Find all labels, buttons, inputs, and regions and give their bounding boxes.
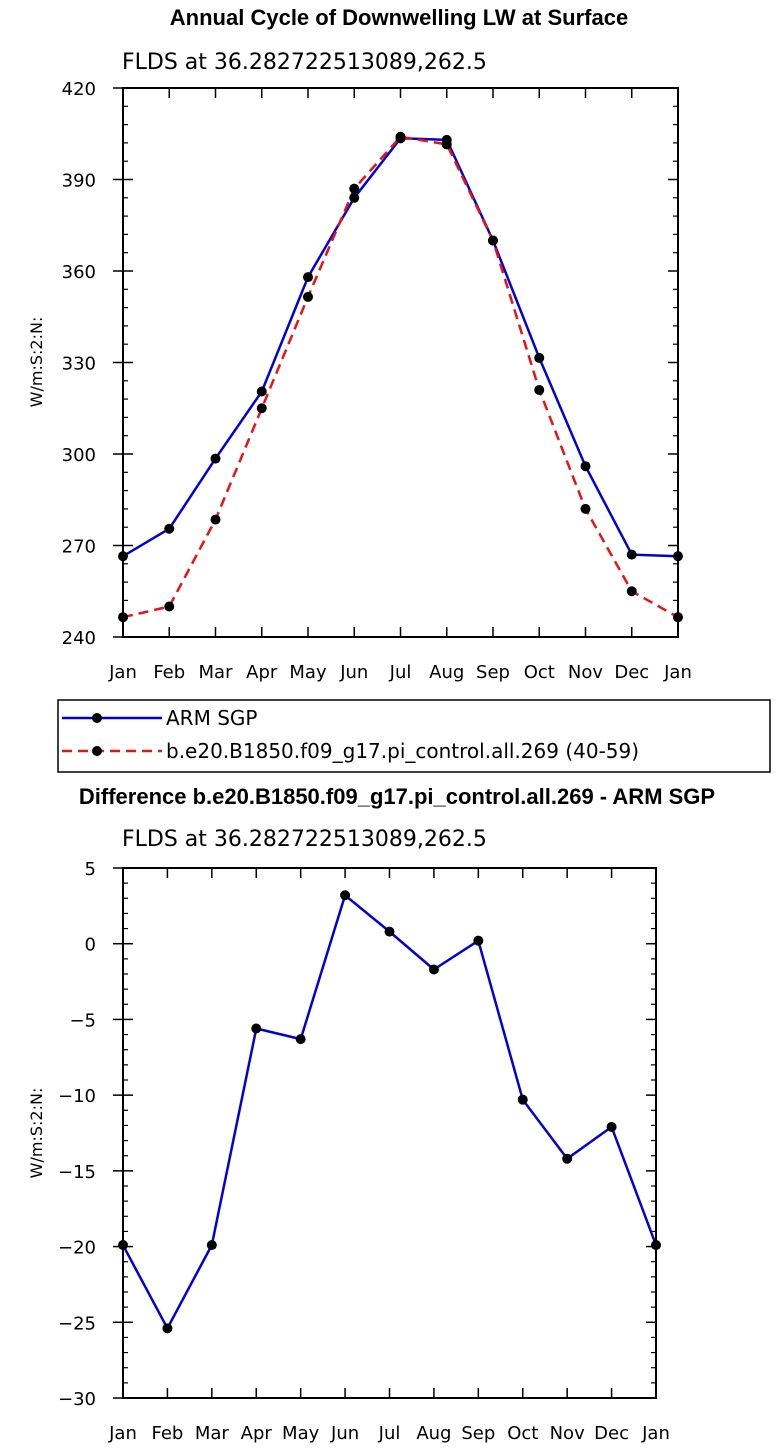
data-point [295, 1034, 306, 1045]
x-tick-label: Jun [330, 1423, 359, 1444]
data-point [349, 192, 360, 203]
chart-2-subtitle: FLDS at 36.282722513089,262.5 [122, 827, 487, 852]
chart-2-y-axis-label: W/m:S:2:N: [27, 1088, 46, 1179]
data-point [210, 453, 221, 464]
series-line [121, 894, 658, 1330]
x-tick-label: Dec [614, 662, 649, 683]
x-tick-label: Nov [568, 662, 603, 683]
data-point [441, 139, 452, 150]
data-point [251, 1023, 262, 1034]
data-point [256, 386, 267, 397]
data-point [488, 235, 498, 246]
x-tick-label: Dec [594, 1423, 629, 1444]
x-tick-label: Jan [108, 1423, 137, 1444]
x-tick-label: Jul [389, 662, 412, 683]
legend-marker-model [92, 746, 102, 756]
chart-2-plot-area [118, 890, 661, 1334]
data-point [534, 352, 545, 363]
data-point [428, 964, 439, 975]
x-tick-label: Sep [476, 662, 510, 683]
y-tick-label: −10 [58, 1086, 96, 1107]
y-tick-label: 5 [85, 859, 96, 880]
legend-label-model: b.e20.B1850.f09_g17.pi_control.all.269 (… [166, 739, 639, 763]
data-point [395, 131, 406, 142]
chart-1-title: Annual Cycle of Downwelling LW at Surfac… [170, 5, 628, 30]
series-line [122, 135, 679, 619]
y-tick-label: 330 [62, 354, 96, 375]
y-tick-label: −25 [58, 1313, 96, 1334]
data-point [164, 601, 175, 612]
data-point [626, 549, 637, 560]
x-tick-label: May [282, 1423, 320, 1444]
x-tick-label: Nov [550, 1423, 585, 1444]
y-tick-label: 0 [85, 935, 96, 956]
data-point [206, 1240, 217, 1251]
series-line [122, 137, 679, 558]
data-point [626, 586, 637, 597]
data-point [349, 183, 360, 194]
x-tick-label: Jan [663, 662, 692, 683]
x-tick-label: Jan [641, 1423, 670, 1444]
data-point [303, 291, 313, 302]
data-point [303, 272, 313, 283]
data-point [534, 384, 545, 395]
data-point [606, 1121, 617, 1132]
x-tick-label: Jul [378, 1423, 401, 1444]
x-tick-label: Oct [524, 662, 555, 683]
chart-2: Difference b.e20.B1850.f09_g17.pi_contro… [27, 784, 715, 1444]
x-tick-label: Oct [507, 1423, 538, 1444]
chart-1-frame [122, 87, 679, 638]
x-tick-label: Feb [151, 1423, 183, 1444]
chart-1-plot-area [118, 131, 683, 623]
x-tick-label: Apr [241, 1423, 273, 1444]
data-point [517, 1094, 528, 1105]
x-tick-label: Feb [153, 662, 185, 683]
x-tick-label: Mar [199, 662, 234, 683]
legend-box [57, 699, 771, 773]
data-point [562, 1153, 573, 1164]
data-point [340, 890, 351, 901]
legend-marker-arm-sgp [92, 713, 102, 723]
y-tick-label: 420 [62, 79, 96, 100]
x-tick-label: Aug [416, 1423, 451, 1444]
legend-label-arm-sgp: ARM SGP [166, 706, 257, 730]
x-tick-label: Sep [461, 1423, 495, 1444]
x-tick-label: Aug [429, 662, 464, 683]
chart-1-ticks: 240 270 300 330 360 390 420 Jan Feb Mar Apr May Jun J… [62, 79, 692, 683]
x-tick-label: Jan [108, 662, 137, 683]
x-tick-label: Mar [195, 1423, 230, 1444]
data-point [162, 1323, 173, 1334]
data-point [473, 935, 484, 946]
chart-2-frame [122, 867, 657, 1399]
chart-2-ticks: −30 −25 −20 −15 −10 −5 0 5 Jan Feb Mar Apr May Jun Jul… [58, 859, 670, 1444]
y-tick-label: −5 [69, 1010, 96, 1031]
data-point [256, 403, 267, 414]
data-point [164, 523, 175, 534]
y-tick-label: 360 [62, 262, 96, 283]
y-tick-label: 390 [62, 171, 96, 192]
chart-1: Annual Cycle of Downwelling LW at Surfac… [27, 5, 692, 683]
chart-1-legend: ARM SGP b.e20.B1850.f09_g17.pi_control.a… [57, 699, 771, 773]
chart-1-y-axis-label: W/m:S:2:N: [27, 317, 46, 408]
y-tick-label: 240 [62, 628, 96, 649]
x-tick-label: Jun [339, 662, 368, 683]
data-point [580, 503, 591, 514]
chart-1-subtitle: FLDS at 36.282722513089,262.5 [122, 50, 487, 75]
chart-2-title: Difference b.e20.B1850.f09_g17.pi_contro… [79, 784, 715, 809]
x-tick-label: May [289, 662, 327, 683]
x-tick-label: Apr [246, 662, 278, 683]
data-point [210, 514, 221, 525]
data-point [580, 461, 591, 472]
y-tick-label: 270 [62, 537, 96, 558]
y-tick-label: −30 [58, 1389, 96, 1410]
data-point [384, 926, 395, 937]
y-tick-label: −20 [58, 1238, 96, 1259]
y-tick-label: −15 [58, 1162, 96, 1183]
y-tick-label: 300 [62, 445, 96, 466]
